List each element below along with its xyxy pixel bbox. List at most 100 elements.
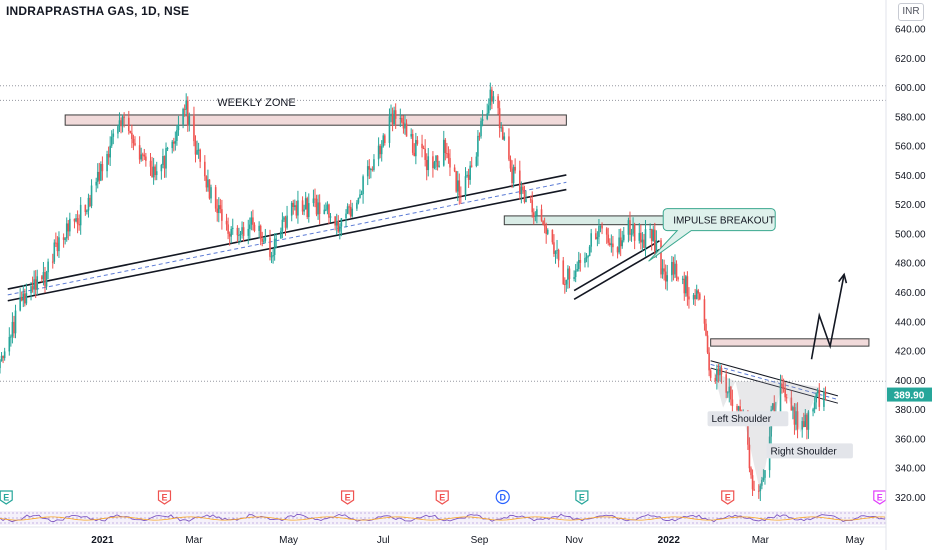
candle-body[interactable] (230, 228, 232, 237)
candle-body[interactable] (664, 271, 667, 282)
candle-body[interactable] (368, 166, 371, 170)
candle-body[interactable] (553, 242, 555, 254)
candle-body[interactable] (629, 220, 631, 235)
breakout-zone[interactable] (503, 215, 667, 226)
candle-body[interactable] (401, 117, 403, 123)
candle-body[interactable] (219, 205, 222, 210)
candle-body[interactable] (435, 155, 437, 163)
candle-body[interactable] (33, 279, 35, 290)
candle-body[interactable] (736, 406, 738, 411)
candle-body[interactable] (804, 414, 807, 428)
candle-body[interactable] (501, 127, 504, 140)
candle-body[interactable] (716, 368, 718, 381)
candle-body[interactable] (323, 209, 326, 215)
candle-body[interactable] (382, 135, 385, 147)
candle-body[interactable] (356, 202, 358, 209)
candle-body[interactable] (261, 238, 264, 242)
candle-body[interactable] (596, 236, 599, 240)
candle-body[interactable] (214, 187, 217, 209)
candle-body[interactable] (231, 227, 234, 229)
candle-body[interactable] (692, 295, 695, 300)
candle-body[interactable] (442, 139, 445, 166)
candle-body[interactable] (509, 159, 512, 169)
candle-body[interactable] (306, 198, 309, 218)
candle-body[interactable] (818, 389, 821, 407)
candle-body[interactable] (801, 421, 804, 430)
candle-body[interactable] (36, 276, 39, 290)
candle-body[interactable] (492, 96, 495, 102)
candle-body[interactable] (58, 237, 60, 252)
candle-body[interactable] (379, 145, 381, 155)
candle-body[interactable] (458, 180, 461, 196)
candle-body[interactable] (609, 242, 611, 246)
candle-body[interactable] (362, 176, 364, 195)
candle-body[interactable] (129, 130, 132, 133)
candle-body[interactable] (197, 149, 200, 151)
candle-body[interactable] (812, 409, 814, 412)
candle-body[interactable] (370, 169, 372, 171)
candle-body[interactable] (666, 275, 669, 282)
candle-body[interactable] (432, 156, 434, 169)
candle-body[interactable] (65, 223, 68, 239)
candle-body[interactable] (446, 153, 448, 155)
candle-body[interactable] (149, 160, 152, 167)
candle-body[interactable] (699, 293, 701, 300)
candle-body[interactable] (217, 205, 220, 213)
candle-body[interactable] (779, 383, 782, 413)
candle-body[interactable] (236, 227, 239, 236)
candle-body[interactable] (25, 293, 28, 304)
candle-body[interactable] (2, 355, 4, 359)
candle-body[interactable] (554, 250, 557, 254)
candle-body[interactable] (595, 233, 597, 240)
candle-body[interactable] (301, 200, 304, 212)
candle-body[interactable] (152, 166, 155, 178)
candle-body[interactable] (388, 116, 391, 143)
candle-body[interactable] (155, 171, 158, 176)
candle-body[interactable] (491, 89, 493, 102)
candle-body[interactable] (531, 200, 534, 213)
event-marker-earnings[interactable]: E (0, 490, 13, 505)
candle-body[interactable] (795, 411, 797, 425)
candle-body[interactable] (141, 154, 144, 156)
event-marker-earnings[interactable]: E (575, 490, 589, 505)
candle-body[interactable] (315, 198, 318, 215)
candle-body[interactable] (127, 117, 130, 131)
candle-body[interactable] (415, 140, 417, 157)
candle-body[interactable] (497, 96, 499, 109)
candle-body[interactable] (11, 321, 14, 337)
candle-body[interactable] (131, 132, 133, 139)
candle-body[interactable] (366, 166, 369, 177)
candle-body[interactable] (3, 351, 6, 359)
candle-body[interactable] (565, 279, 568, 285)
candle-body[interactable] (160, 164, 163, 172)
event-marker-earnings[interactable]: E (873, 490, 887, 505)
candle-body[interactable] (677, 277, 679, 280)
candle-body[interactable] (796, 411, 799, 430)
candle-body[interactable] (708, 352, 710, 371)
candle-body[interactable] (785, 397, 788, 399)
candle-body[interactable] (34, 279, 37, 290)
candle-body[interactable] (640, 232, 642, 243)
candle-body[interactable] (661, 268, 664, 275)
candle-body[interactable] (750, 468, 752, 476)
candle-body[interactable] (681, 278, 684, 280)
candle-body[interactable] (345, 213, 347, 219)
candle-body[interactable] (460, 195, 462, 197)
candle-body[interactable] (719, 368, 721, 376)
candle-body[interactable] (399, 117, 402, 119)
candle-body[interactable] (823, 391, 825, 407)
candle-body[interactable] (176, 130, 178, 141)
candle-body[interactable] (697, 290, 700, 294)
candle-body[interactable] (405, 123, 408, 137)
candle-body[interactable] (163, 156, 166, 169)
candle-body[interactable] (51, 261, 54, 263)
candle-body[interactable] (616, 247, 619, 253)
candle-body[interactable] (335, 221, 338, 226)
candle-body[interactable] (599, 225, 602, 227)
candle-body[interactable] (477, 135, 479, 157)
candle-body[interactable] (281, 219, 284, 232)
candle-body[interactable] (404, 123, 406, 129)
candle-body[interactable] (120, 120, 122, 127)
candle-body[interactable] (739, 406, 741, 413)
candle-body[interactable] (587, 256, 589, 258)
